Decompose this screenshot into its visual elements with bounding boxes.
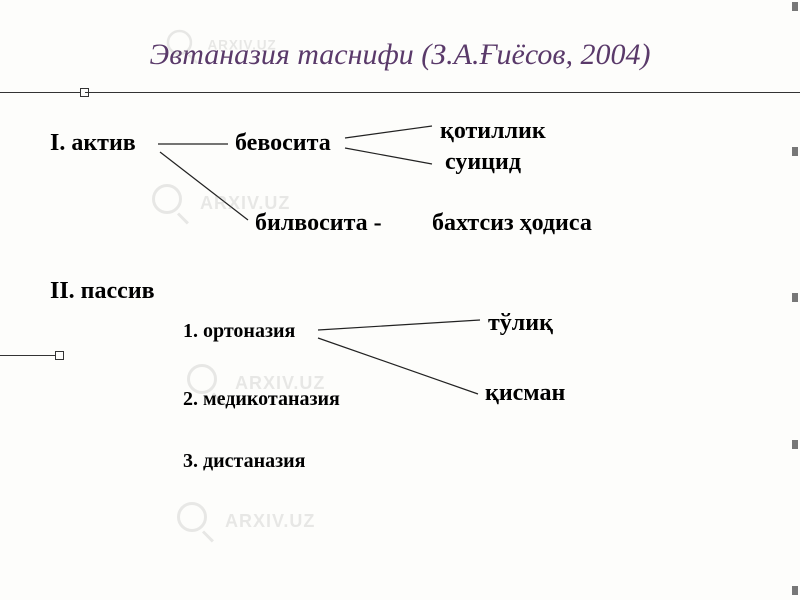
watermark: ARXIV.UZ [175, 500, 315, 542]
label-bilvosita: билвосита - [255, 210, 382, 237]
connector-line [345, 148, 432, 164]
edge-tick [792, 147, 798, 156]
magnifier-icon [150, 182, 192, 224]
watermark-text: ARXIV.UZ [225, 511, 315, 532]
magnifier-icon [175, 500, 217, 542]
connector-line [160, 152, 248, 220]
label-suitsid: суицид [445, 149, 521, 176]
edge-tick [792, 440, 798, 449]
label-dista: 3. дистаназия [183, 450, 306, 473]
left-tick-square [55, 351, 64, 360]
label-baxtsiz: бахтсиз ҳодиса [432, 210, 592, 237]
label-qotillik: қотиллик [440, 118, 546, 145]
label-tuliq: тўлиқ [488, 310, 553, 337]
label-active: I. актив [50, 130, 136, 157]
slide-title: Эвтаназия таснифи (З.А.Ғиёсов, 2004) [0, 38, 800, 72]
connector-line [345, 126, 432, 138]
left-tick-line [0, 355, 55, 356]
edge-tick [792, 293, 798, 302]
label-passive: II. пассив [50, 278, 155, 305]
edge-tick [792, 586, 798, 595]
edge-tick [792, 2, 798, 11]
label-mediko: 2. медикотаназия [183, 388, 340, 411]
label-orto: 1. ортоназия [183, 320, 295, 343]
label-bevosita: бевосита [235, 130, 331, 157]
label-qisman: қисман [485, 380, 565, 407]
title-rule-left [0, 92, 80, 93]
title-rule-right [85, 92, 800, 93]
title-rule-square [80, 88, 89, 97]
connector-line [318, 338, 478, 394]
connector-line [318, 320, 480, 330]
